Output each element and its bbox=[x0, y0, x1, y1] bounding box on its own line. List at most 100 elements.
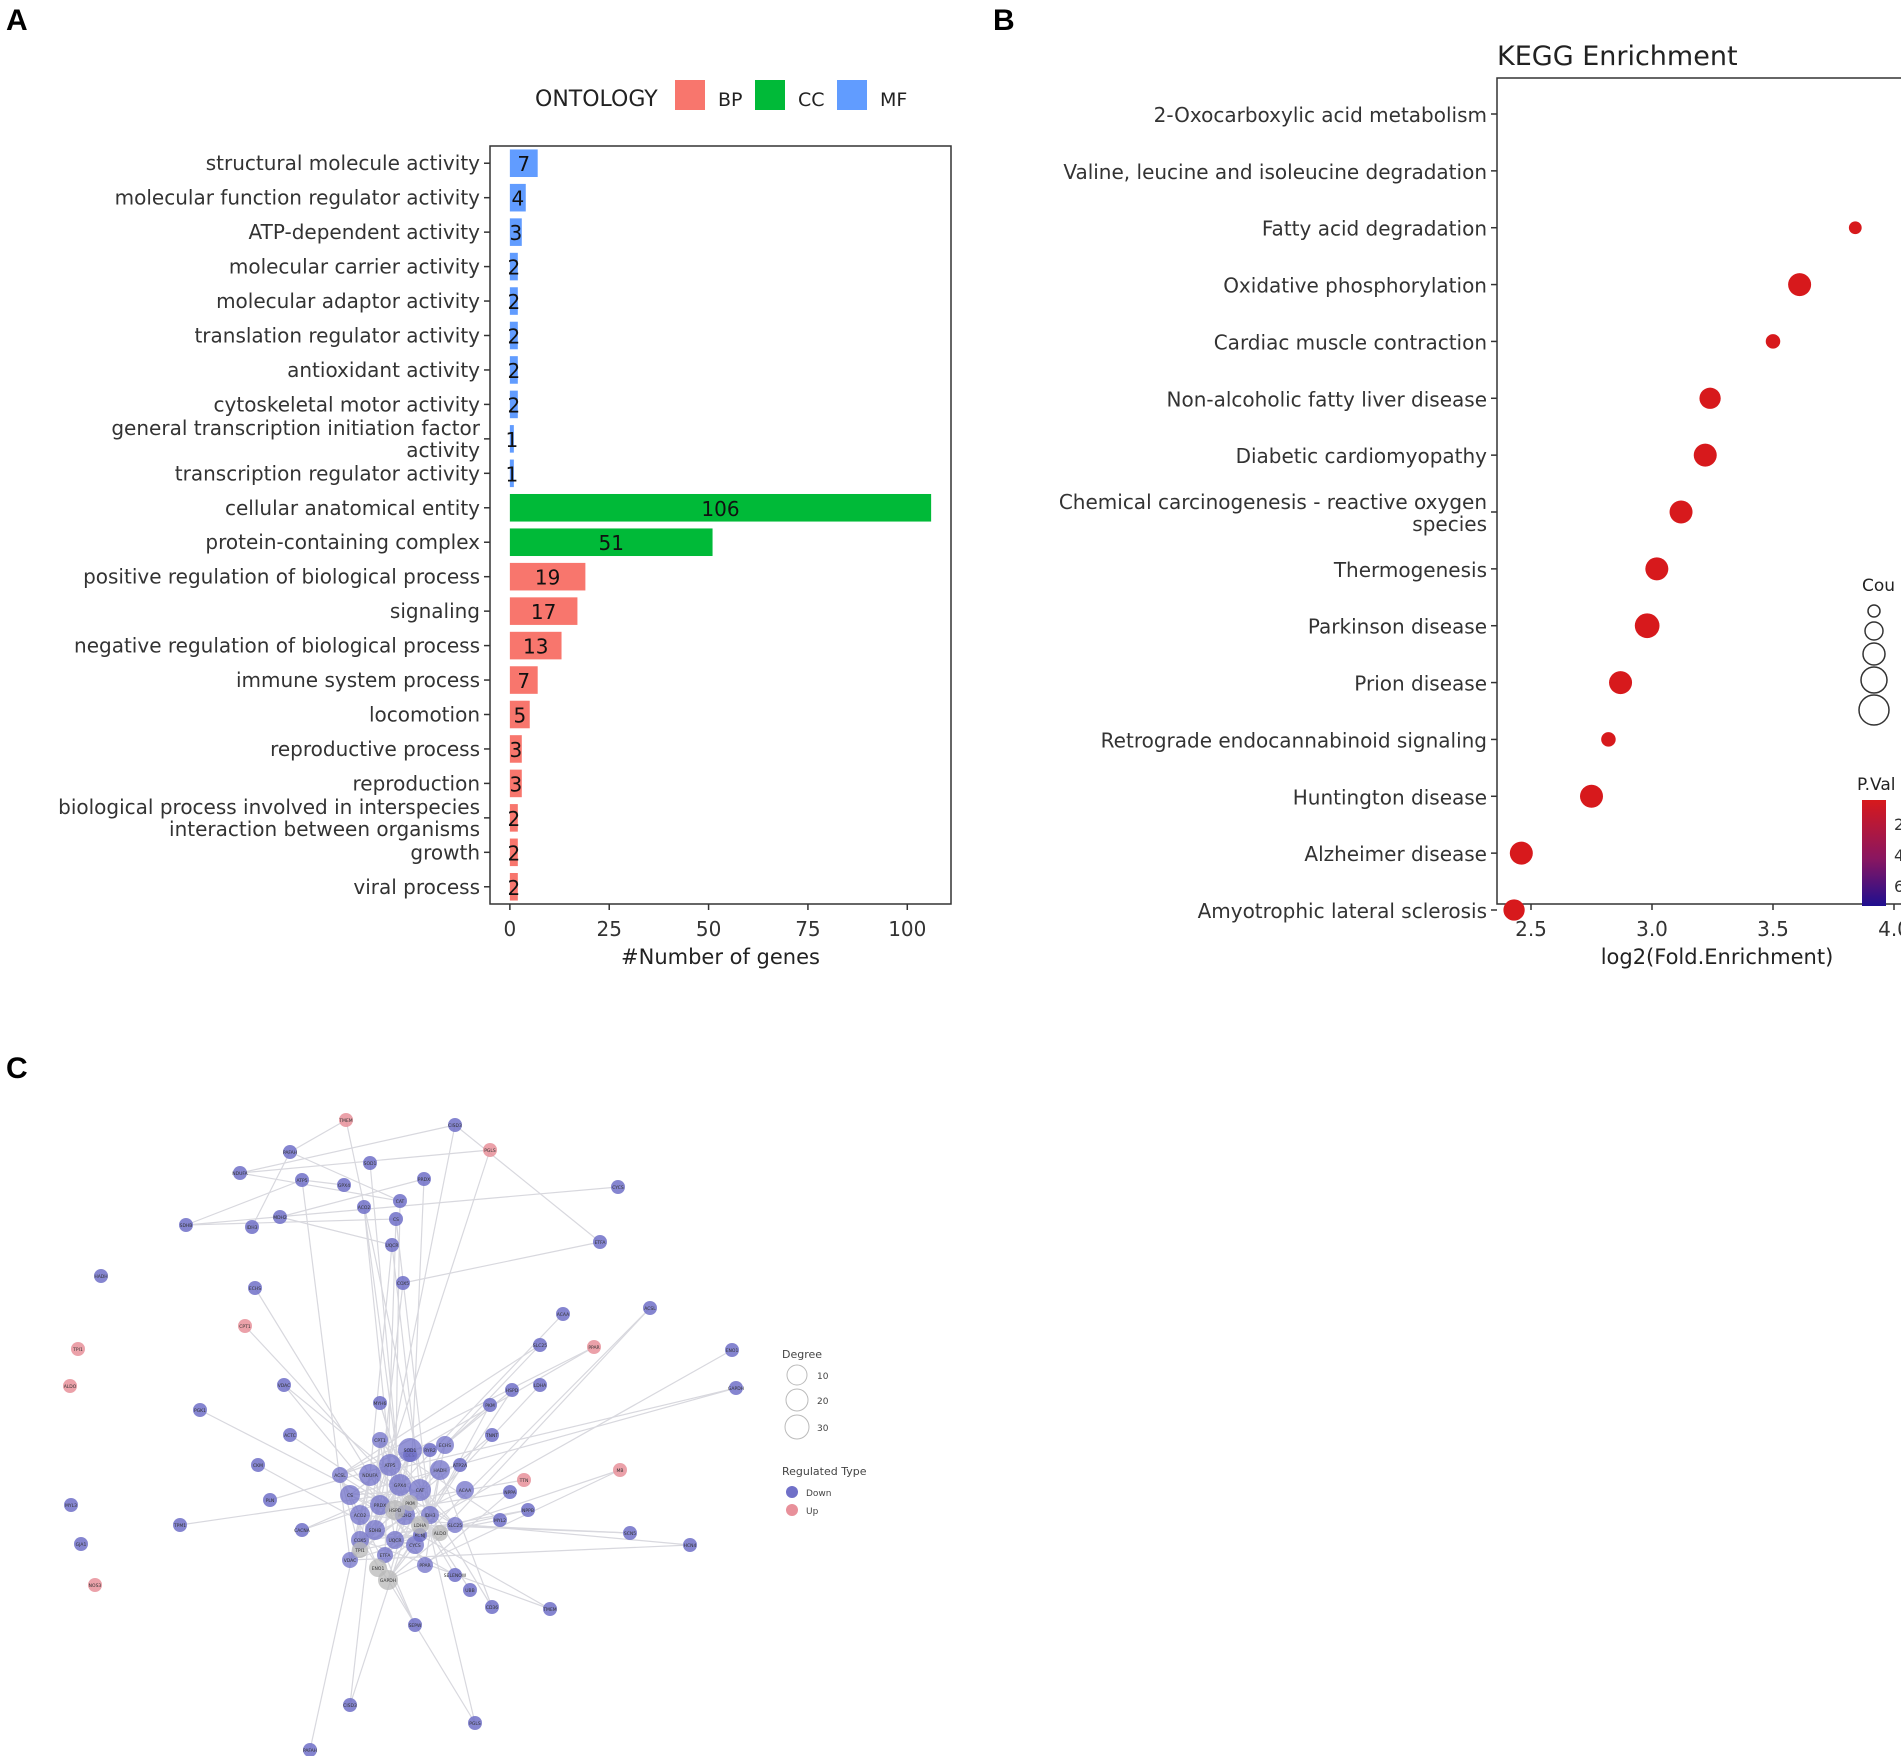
network-node bbox=[337, 1178, 351, 1192]
network-node-label: UQCR bbox=[385, 1243, 398, 1249]
network-edge bbox=[301, 1179, 351, 1561]
network-node-label: PPAR bbox=[588, 1345, 599, 1351]
network-node bbox=[396, 1276, 410, 1290]
y-tick-label: reproduction bbox=[353, 771, 480, 795]
network-node bbox=[447, 1517, 463, 1533]
legend-count-circle bbox=[1858, 694, 1890, 726]
network-node bbox=[88, 1578, 102, 1592]
bar-value-label: 2 bbox=[507, 359, 520, 383]
bar bbox=[509, 321, 518, 350]
network-node-label: GPX4 bbox=[338, 1183, 350, 1189]
network-node-label: SOD1 bbox=[404, 1448, 417, 1454]
legend-degree-circle bbox=[785, 1388, 809, 1412]
network-node-label: GJA1 bbox=[76, 1542, 87, 1548]
chart-title: KEGG Enrichment bbox=[1497, 41, 1738, 72]
network-node-label: CS bbox=[393, 1217, 399, 1223]
network-node-label: ATP2A bbox=[453, 1463, 468, 1469]
network-node bbox=[505, 1383, 519, 1397]
network-node bbox=[493, 1513, 507, 1527]
bar-value-label: 2 bbox=[507, 841, 520, 865]
network-node bbox=[342, 1552, 358, 1568]
y-tick-label: locomotion bbox=[369, 703, 480, 727]
network-node-label: ECHS bbox=[249, 1286, 261, 1292]
network-node-label: SDHB bbox=[369, 1528, 382, 1534]
network-node bbox=[350, 1505, 370, 1525]
x-tick-label: 3.5 bbox=[1757, 917, 1789, 941]
network-node bbox=[273, 1210, 287, 1224]
data-point bbox=[1693, 443, 1717, 467]
legend-pval-label: 6 bbox=[1894, 877, 1901, 896]
legend-degree-title: Degree bbox=[782, 1348, 822, 1361]
network-node-label: HCN4 bbox=[684, 1543, 697, 1549]
bar-value-label: 5 bbox=[513, 704, 526, 728]
bar bbox=[509, 287, 518, 315]
network-node bbox=[432, 1525, 448, 1541]
network-node bbox=[436, 1436, 454, 1454]
bar-value-label: 106 bbox=[701, 497, 739, 521]
network-node bbox=[417, 1172, 431, 1186]
network-node bbox=[725, 1343, 739, 1357]
y-tick-label: interaction between organisms bbox=[169, 817, 480, 841]
network-node-label: LDHA bbox=[414, 1523, 427, 1529]
bar-value-label: 1 bbox=[505, 428, 518, 452]
network-node bbox=[363, 1156, 377, 1170]
network-node-label: PAFAH bbox=[283, 1150, 297, 1156]
data-point bbox=[1765, 334, 1781, 349]
bar bbox=[509, 252, 518, 281]
network-edge bbox=[185, 1218, 397, 1226]
network-node bbox=[295, 1173, 309, 1187]
network-node bbox=[533, 1378, 547, 1392]
network-node bbox=[468, 1716, 482, 1730]
network-node-label: PRDX bbox=[374, 1503, 386, 1509]
network-node bbox=[378, 1570, 398, 1590]
plot-border bbox=[1496, 77, 1901, 905]
network-node bbox=[339, 1113, 353, 1127]
network-node-label: TTN bbox=[519, 1478, 529, 1484]
network-node-label: NDUFA bbox=[232, 1171, 248, 1177]
y-tick-label: transcription regulator activity bbox=[175, 461, 480, 485]
network-node bbox=[173, 1518, 187, 1532]
network-node-label: PKM bbox=[405, 1501, 415, 1507]
network-node bbox=[238, 1319, 252, 1333]
network-node bbox=[453, 1458, 467, 1472]
network-node bbox=[683, 1538, 697, 1552]
network-node-label: CKM bbox=[253, 1463, 263, 1469]
y-tick-label: Parkinson disease bbox=[1308, 615, 1487, 639]
network-node-label: PLN bbox=[266, 1498, 275, 1504]
network-node bbox=[417, 1557, 433, 1573]
bar-value-label: 2 bbox=[507, 325, 520, 349]
network-node bbox=[408, 1618, 422, 1632]
network-node-label: HSPD bbox=[506, 1388, 519, 1394]
network-edge bbox=[251, 1151, 291, 1228]
network-node-label: SCN5 bbox=[624, 1531, 636, 1537]
network-node-label: ENO1 bbox=[372, 1566, 385, 1572]
y-tick-label: translation regulator activity bbox=[194, 324, 480, 348]
network-node-label: ACAA bbox=[459, 1488, 472, 1494]
bar-value-label: 3 bbox=[509, 738, 522, 762]
network-edge bbox=[384, 1554, 416, 1626]
network-edge bbox=[414, 1307, 651, 1546]
network-node bbox=[448, 1568, 462, 1582]
go-bar-chart: ONTOLOGY BP CC MF 7 structural molecule activ… bbox=[58, 80, 952, 969]
network-node-label: TPI1 bbox=[72, 1347, 83, 1353]
network-node bbox=[74, 1537, 88, 1551]
network-edge bbox=[349, 1387, 737, 1496]
network-node-label: GAPDH bbox=[380, 1578, 396, 1584]
y-tick-label: Thermogenesis bbox=[1333, 558, 1487, 582]
network-node-label: CYCS bbox=[612, 1185, 624, 1191]
network-node-label: LDHA bbox=[534, 1383, 547, 1389]
network-node bbox=[263, 1493, 277, 1507]
ppi-network: TMEM CISD3 PGLS PAFAH SOD1 NDUFA ATP5 GPX4 PRDX C… bbox=[63, 1113, 867, 1756]
network-node bbox=[543, 1602, 557, 1616]
network-node bbox=[179, 1218, 193, 1232]
network-node bbox=[248, 1281, 262, 1295]
network-edge bbox=[244, 1325, 411, 1504]
data-point bbox=[1645, 557, 1669, 581]
network-node-label: NOS3 bbox=[89, 1583, 102, 1589]
data-point bbox=[1669, 500, 1693, 524]
network-edge bbox=[289, 1119, 347, 1153]
network-edge bbox=[395, 1218, 431, 1516]
network-node-label: CACNA bbox=[294, 1528, 311, 1534]
network-node bbox=[643, 1301, 657, 1315]
bar-value-label: 7 bbox=[517, 152, 530, 176]
